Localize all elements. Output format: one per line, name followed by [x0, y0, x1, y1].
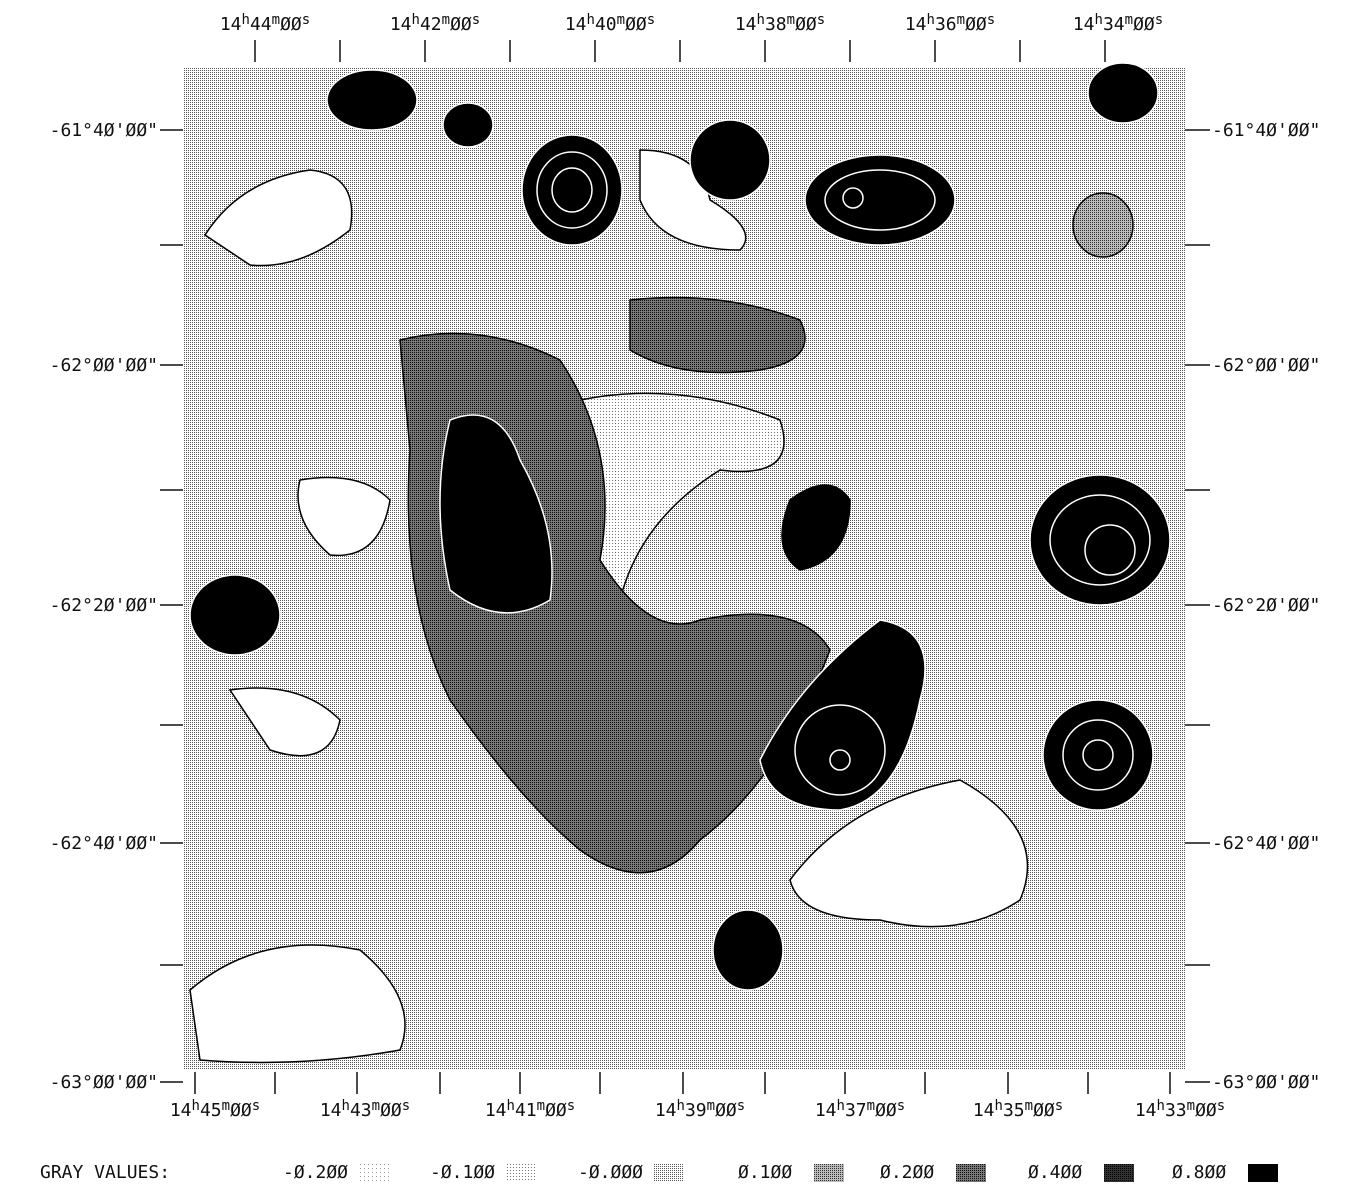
- left-label: -62°2Ø'ØØ": [50, 595, 158, 616]
- legend-swatch: [359, 1164, 389, 1182]
- top-label: 14h44mØØs: [220, 12, 310, 35]
- legend-label: -Ø.2ØØ: [283, 1162, 348, 1183]
- legend-swatch: [1104, 1164, 1134, 1182]
- bottom-label: 14h37mØØs: [815, 1098, 905, 1121]
- right-label: -62°2Ø'ØØ": [1212, 595, 1320, 616]
- contour-image: [183, 63, 1185, 1070]
- legend-swatch: [506, 1164, 536, 1182]
- top-label: 14h36mØØs: [905, 12, 995, 35]
- bottom-label: 14h35mØØs: [973, 1098, 1063, 1121]
- legend-swatch: [1248, 1164, 1278, 1182]
- legend-title: GRAY VALUES:: [40, 1162, 170, 1183]
- left-label: -61°4Ø'ØØ": [50, 120, 158, 141]
- legend-swatch: [654, 1164, 684, 1182]
- bottom-label: 14h43mØØs: [320, 1098, 410, 1121]
- left-label: -63°ØØ'ØØ": [50, 1072, 158, 1093]
- legend-label: -Ø.1ØØ: [430, 1162, 495, 1183]
- legend-label: Ø.2ØØ: [880, 1162, 934, 1183]
- left-label: -62°4Ø'ØØ": [50, 833, 158, 854]
- top-label: 14h38mØØs: [735, 12, 825, 35]
- right-label: -63°ØØ'ØØ": [1212, 1072, 1320, 1093]
- right-label: -61°4Ø'ØØ": [1212, 120, 1320, 141]
- left-label: -62°ØØ'ØØ": [50, 355, 158, 376]
- top-label: 14h40mØØs: [565, 12, 655, 35]
- right-label: -62°4Ø'ØØ": [1212, 833, 1320, 854]
- legend-swatch: [814, 1164, 844, 1182]
- bottom-label: 14h45mØØs: [170, 1098, 260, 1121]
- bottom-label: 14h39mØØs: [655, 1098, 745, 1121]
- contour-map: 14h44mØØs 14h42mØØs 14h40mØØs 14h38mØØs 14h3…: [0, 0, 1359, 1190]
- legend-label: Ø.4ØØ: [1028, 1162, 1082, 1183]
- legend-label: Ø.1ØØ: [738, 1162, 792, 1183]
- legend-label: Ø.8ØØ: [1172, 1162, 1226, 1183]
- top-label: 14h34mØØs: [1073, 12, 1163, 35]
- top-label: 14h42mØØs: [390, 12, 480, 35]
- right-label: -62°ØØ'ØØ": [1212, 355, 1320, 376]
- bottom-label: 14h41mØØs: [485, 1098, 575, 1121]
- bottom-label: 14h33mØØs: [1135, 1098, 1225, 1121]
- legend-swatch: [956, 1164, 986, 1182]
- legend-label: -Ø.ØØØ: [578, 1162, 643, 1183]
